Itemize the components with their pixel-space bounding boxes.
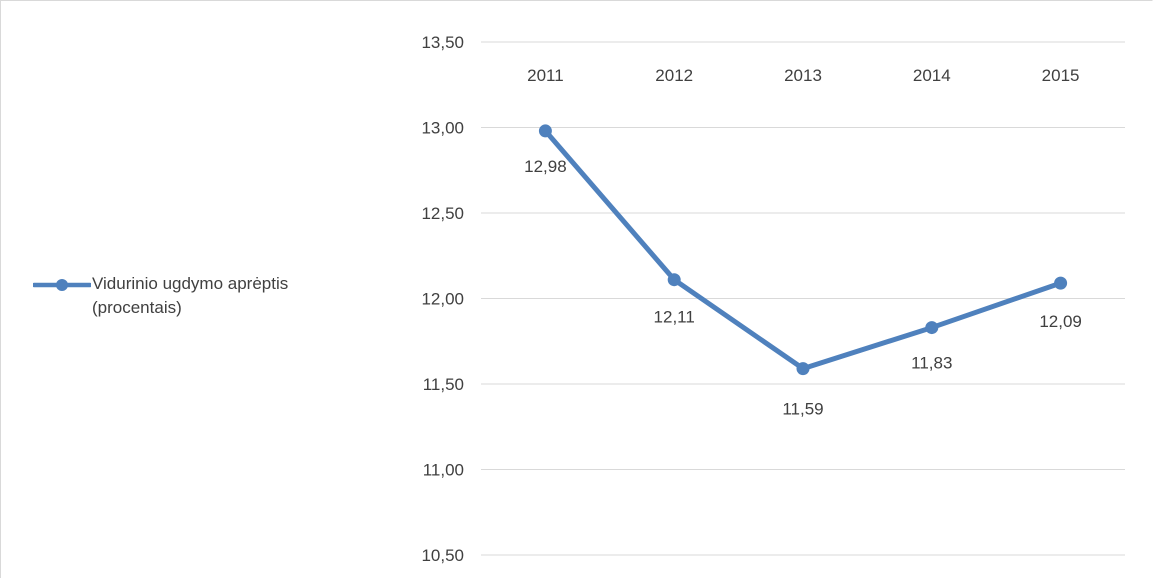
data-point — [925, 321, 939, 335]
legend-label: Vidurinio ugdymo aprėptis (procentais) — [92, 272, 288, 320]
y-tick-label: 11,50 — [423, 375, 464, 394]
series-line — [542, 128, 1064, 372]
y-tick-label: 12,00 — [421, 290, 464, 309]
x-tick-label: 2013 — [784, 66, 822, 85]
x-tick-label: 2015 — [1042, 66, 1080, 85]
x-tick-label: 2011 — [527, 66, 564, 85]
legend-label-line-1: Vidurinio ugdymo aprėptis — [92, 274, 289, 293]
y-tick-label: 12,50 — [421, 204, 464, 223]
data-label: 12,98 — [524, 157, 567, 176]
data-label: 12,09 — [1039, 312, 1082, 331]
x-tick-label: 2012 — [655, 66, 693, 85]
x-axis-ticks: 2011 2012 2013 2014 2015 — [527, 66, 1079, 85]
legend-marker — [33, 279, 91, 291]
gridlines — [481, 41, 1125, 556]
legend-label-line-2: (procentais) — [92, 298, 182, 317]
y-axis-ticks: 13,50 13,00 12,50 12,00 11,50 11,00 10,50 — [421, 33, 464, 565]
series-group — [538, 124, 1068, 376]
data-label: 11,83 — [911, 354, 952, 373]
y-tick-label: 11,00 — [423, 461, 464, 480]
y-tick-label: 13,50 — [421, 33, 464, 52]
data-label: 12,11 — [654, 308, 695, 327]
data-label: 11,59 — [782, 400, 823, 419]
data-labels: 12,98 12,11 11,59 11,83 12,09 — [524, 157, 1082, 419]
y-tick-label: 13,00 — [421, 119, 464, 138]
data-point — [1054, 276, 1068, 290]
data-point — [538, 124, 552, 138]
y-tick-label: 10,50 — [421, 546, 464, 565]
data-point — [667, 273, 681, 287]
x-tick-label: 2014 — [913, 66, 951, 85]
data-point — [796, 362, 810, 376]
